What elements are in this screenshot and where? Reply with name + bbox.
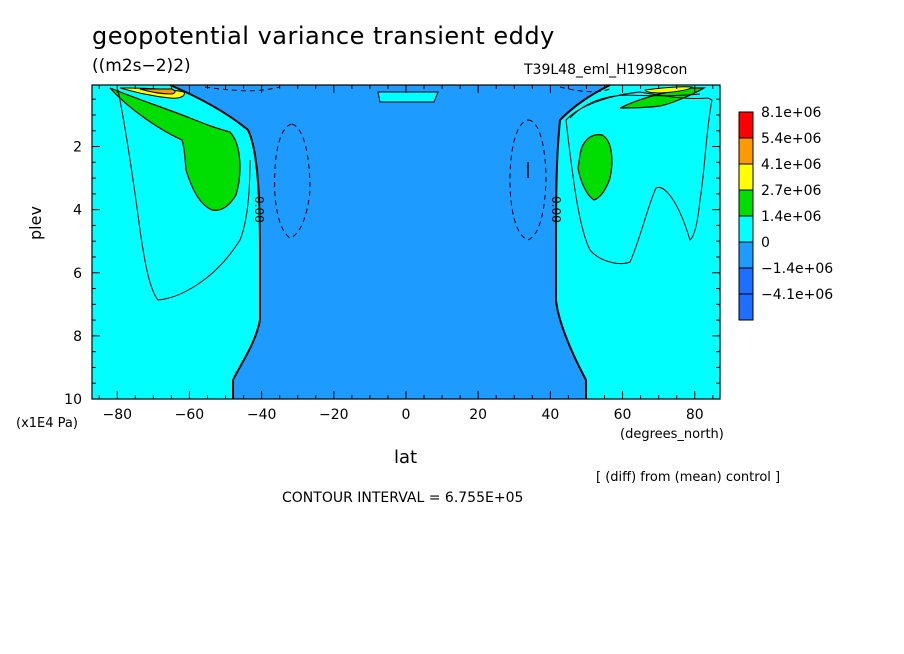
legend-label: 0 (761, 235, 770, 251)
y-tick-label: 2 (73, 140, 82, 156)
x-tick-label: −40 (247, 407, 277, 423)
zero-label-south: 0.00 (252, 196, 266, 223)
legend-swatch (738, 163, 754, 191)
diff-note: [ (diff) from (mean) control ] (596, 470, 781, 485)
legend-swatch (738, 189, 754, 217)
legend-label: 1.4e+06 (761, 209, 822, 225)
axes: −80 −60 −40 −20 0 20 40 60 80 2 4 6 8 10 (64, 85, 720, 423)
y-tick-label: 8 (73, 329, 82, 345)
filled-contours (92, 85, 720, 399)
x-tick-label: 40 (541, 407, 559, 423)
contour-top-dashed (204, 86, 613, 93)
contour-north-inner (569, 93, 701, 119)
legend-label: −4.1e+06 (761, 287, 833, 303)
legend-swatch (738, 215, 754, 243)
legend-label: 8.1e+06 (761, 105, 822, 121)
x-tick-label: −80 (102, 407, 132, 423)
legend-swatch (738, 267, 754, 295)
zero-label-north: 0.00 (549, 196, 563, 223)
x-tick-label: −20 (319, 407, 349, 423)
run-label: T39L48_eml_H1998con (524, 62, 688, 78)
region-blue (170, 85, 610, 399)
contour-zero-south (169, 84, 261, 399)
zero-labels: 0.00 0.00 (252, 196, 563, 223)
legend-swatch (738, 241, 754, 269)
region-green-south (109, 87, 241, 211)
y-tick-label: 4 (73, 203, 82, 219)
x-tick-label: −60 (175, 407, 205, 423)
x-tick-label: 20 (469, 407, 487, 423)
legend-swatch (738, 111, 754, 139)
legend: 8.1e+06 5.4e+06 4.1e+06 2.7e+06 1.4e+06 0 −1.4… (738, 105, 833, 321)
chart-title: geopotential variance transient eddy (92, 22, 555, 50)
x-tick-label: 60 (614, 407, 632, 423)
region-blue-top-patch (377, 91, 439, 103)
y-tick-label: 6 (73, 266, 82, 282)
y-axis-units: (x1E4 Pa) (16, 416, 78, 431)
legend-label: 4.1e+06 (761, 157, 822, 173)
x-axis-label: lat (394, 447, 418, 468)
contour-lines (117, 84, 713, 399)
contour-north-outer (565, 91, 713, 264)
x-axis-units: (degrees_north) (620, 427, 724, 442)
contour-south-outer (117, 89, 251, 301)
legend-label: −1.4e+06 (761, 261, 833, 277)
x-tick-label: 80 (686, 407, 704, 423)
y-tick-label: 10 (64, 392, 82, 408)
region-yellow-north (644, 86, 693, 94)
region-orange-south (139, 88, 176, 95)
contour-zero-north (555, 84, 611, 399)
region-green-north-blob (577, 134, 613, 201)
legend-swatch (738, 137, 754, 165)
legend-swatch (738, 293, 754, 321)
legend-label: 2.7e+06 (761, 183, 822, 199)
chart-units: ((m2s−2)2) (92, 56, 191, 76)
legend-label: 5.4e+06 (761, 131, 822, 147)
contour-north-negative (509, 119, 547, 241)
x-tick-label: 0 (402, 407, 411, 423)
contour-interval: CONTOUR INTERVAL = 6.755E+05 (282, 490, 524, 506)
